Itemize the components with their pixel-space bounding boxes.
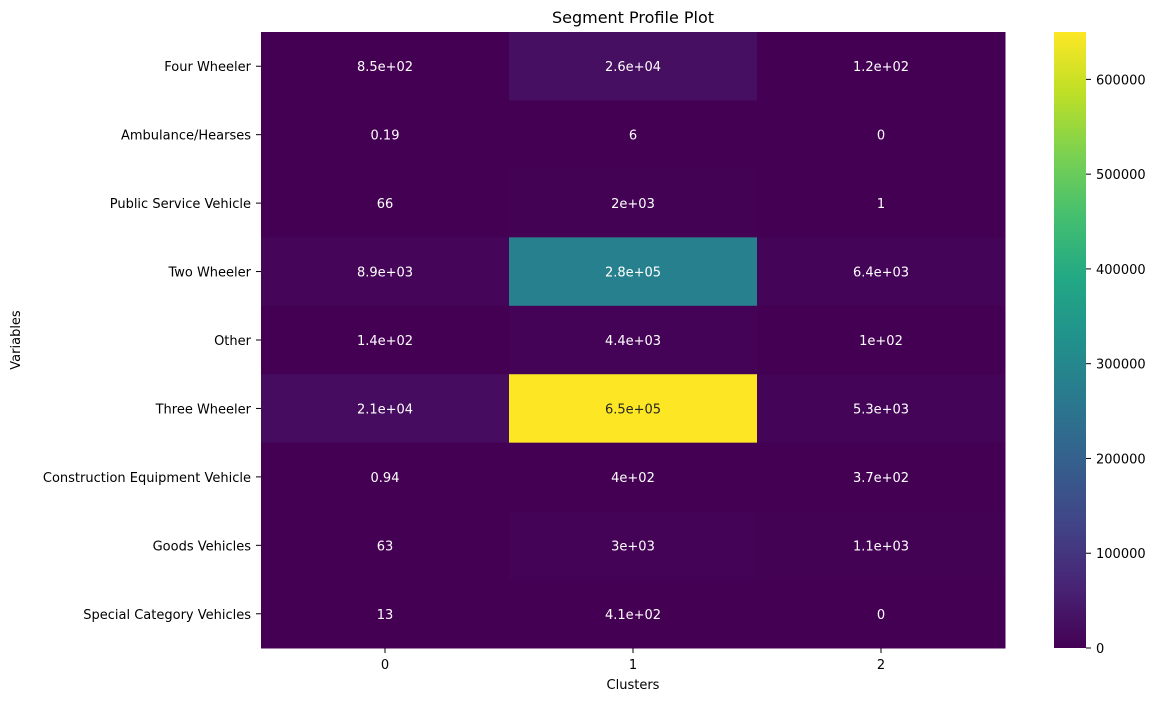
y-tick-label: Goods Vehicles [153, 539, 252, 554]
colorbar-tick-label: 100000 [1096, 547, 1146, 562]
cell-value-label: 2.1e+04 [357, 402, 413, 417]
cell-value-label: 6.5e+05 [605, 402, 661, 417]
heatmap-cell [509, 305, 758, 375]
heatmap-cell [757, 511, 1006, 581]
cell-value-label: 3e+03 [611, 539, 655, 554]
colorbar-tick-label: 200000 [1096, 452, 1146, 467]
heatmap-cell [261, 442, 510, 512]
cell-value-label: 5.3e+03 [853, 402, 909, 417]
heatmap-cell [757, 442, 1006, 512]
y-tick-label: Two Wheeler [167, 266, 251, 281]
x-tick-label: 1 [629, 658, 637, 673]
colorbar-tick-label: 0 [1096, 642, 1104, 657]
cell-value-label: 8.9e+03 [357, 266, 413, 281]
heatmap-cell [509, 579, 758, 649]
heatmap-cell [509, 32, 758, 101]
y-tick-label: Four Wheeler [164, 60, 251, 75]
heatmap-cell [757, 100, 1006, 170]
chart-title: Segment Profile Plot [552, 8, 714, 27]
cell-value-label: 8.5e+02 [357, 60, 413, 75]
cell-value-label: 2.8e+05 [605, 266, 661, 281]
cell-value-label: 4.1e+02 [605, 608, 661, 623]
cell-value-label: 6.4e+03 [853, 266, 909, 281]
y-tick-label: Public Service Vehicle [110, 197, 251, 212]
x-tick-label: 2 [877, 658, 885, 673]
cell-value-label: 4e+02 [611, 471, 655, 486]
cell-value-label: 0 [877, 608, 885, 623]
y-tick-labels: Four Wheeler Ambulance/Hearses Public Serv… [43, 60, 261, 623]
cell-value-label: 0 [877, 129, 885, 144]
cell-value-label: 2.6e+04 [605, 60, 661, 75]
cell-value-label: 6 [629, 129, 637, 144]
heatmap-cell [509, 511, 758, 581]
cell-value-label: 2e+03 [611, 197, 655, 212]
heatmap-cell [261, 579, 510, 649]
heatmap-cell [261, 32, 510, 101]
heatmap-cell [261, 100, 510, 170]
y-tick-label: Special Category Vehicles [83, 608, 251, 623]
colorbar-tick-label: 300000 [1096, 358, 1146, 373]
heatmap-cell [757, 168, 1006, 238]
cell-value-label: 1e+02 [859, 334, 903, 349]
heatmap-cell [261, 168, 510, 238]
heatmap-cell [261, 511, 510, 581]
y-tick-label: Three Wheeler [155, 402, 252, 417]
colorbar-tick-label: 500000 [1096, 168, 1146, 183]
heatmap-cell [261, 374, 510, 444]
colorbar [1054, 32, 1086, 648]
heatmap-cell [509, 374, 758, 444]
x-tick-labels: 0 1 2 [381, 648, 885, 673]
cell-value-label: 63 [377, 539, 394, 554]
colorbar-tick-label: 400000 [1096, 263, 1146, 278]
cell-value-label: 3.7e+02 [853, 471, 909, 486]
heatmap-cells: 8.5e+02 2.6e+04 1.2e+02 0.19 6 0 66 2e+03 1 8.9e+… [261, 32, 1006, 649]
x-tick-label: 0 [381, 658, 389, 673]
cell-value-label: 0.19 [371, 129, 400, 144]
cell-value-label: 1 [877, 197, 885, 212]
cell-value-label: 1.4e+02 [357, 334, 413, 349]
heatmap-cell [261, 305, 510, 375]
y-tick-label: Other [214, 334, 252, 349]
heatmap-cell [509, 237, 758, 307]
heatmap-cell [261, 237, 510, 307]
x-axis-label: Clusters [607, 678, 660, 693]
cell-value-label: 4.4e+03 [605, 334, 661, 349]
heatmap-cell [509, 442, 758, 512]
heatmap-cell [757, 32, 1006, 101]
heatmap-cell [757, 305, 1006, 375]
y-tick-label: Ambulance/Hearses [121, 129, 251, 144]
cell-value-label: 13 [377, 608, 394, 623]
heatmap-cell [509, 168, 758, 238]
cell-value-label: 1.2e+02 [853, 60, 909, 75]
heatmap-cell [757, 374, 1006, 444]
cell-value-label: 66 [377, 197, 394, 212]
colorbar-ticks: 0 100000 200000 300000 400000 500000 600000 [1086, 73, 1146, 657]
heatmap-cell [757, 237, 1006, 307]
heatmap-cell [509, 100, 758, 170]
cell-value-label: 0.94 [371, 471, 400, 486]
y-tick-label: Construction Equipment Vehicle [43, 471, 251, 486]
y-axis-label: Variables [9, 310, 24, 370]
cell-value-label: 1.1e+03 [853, 539, 909, 554]
heatmap-cell [757, 579, 1006, 649]
colorbar-tick-label: 600000 [1096, 73, 1146, 88]
